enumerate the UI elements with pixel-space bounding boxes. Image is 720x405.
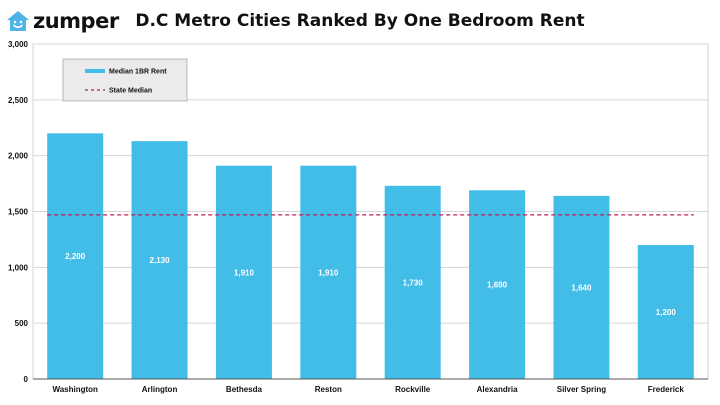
brand-logo: zumper [6,8,119,34]
data-label: 1,730 [403,278,424,287]
data-label: 1,200 [656,308,677,317]
x-tick-label: Arlington [142,385,178,394]
data-label: 1,640 [571,283,592,292]
data-label: 1,910 [318,268,339,277]
x-tick-label: Rockville [395,385,431,394]
y-tick-label: 1,500 [8,208,29,217]
legend-label: Median 1BR Rent [109,69,167,76]
x-tick-label: Bethesda [226,385,263,394]
chart-title: D.C Metro Cities Ranked By One Bedroom R… [135,11,585,31]
data-label: 2,200 [65,252,86,261]
legend-swatch-bar [85,69,105,73]
y-tick-label: 0 [24,375,29,384]
bar [300,165,357,379]
data-label: 1,910 [234,268,255,277]
x-tick-label: Washington [52,385,98,394]
x-tick-label: Frederick [648,385,685,394]
x-tick-label: Alexandria [477,385,518,394]
legend [62,58,188,102]
x-tick-label: Reston [315,385,342,394]
bar [47,133,104,379]
bar [553,195,610,379]
y-tick-label: 2,000 [8,152,29,161]
y-tick-label: 2,500 [8,96,29,105]
bar [215,165,272,379]
house-icon [7,11,29,31]
data-label: 1,690 [487,281,508,290]
brand-name: zumper [33,9,119,33]
x-tick-label: Silver Spring [557,385,606,394]
bar [384,185,441,379]
y-tick-label: 500 [15,319,29,328]
bar [637,245,694,379]
data-label: 2,130 [150,256,171,265]
bar [131,141,188,379]
bar [469,190,526,379]
y-tick-label: 1,000 [8,263,29,272]
legend-label: State Median [109,88,152,95]
y-tick-label: 3,000 [8,40,29,49]
